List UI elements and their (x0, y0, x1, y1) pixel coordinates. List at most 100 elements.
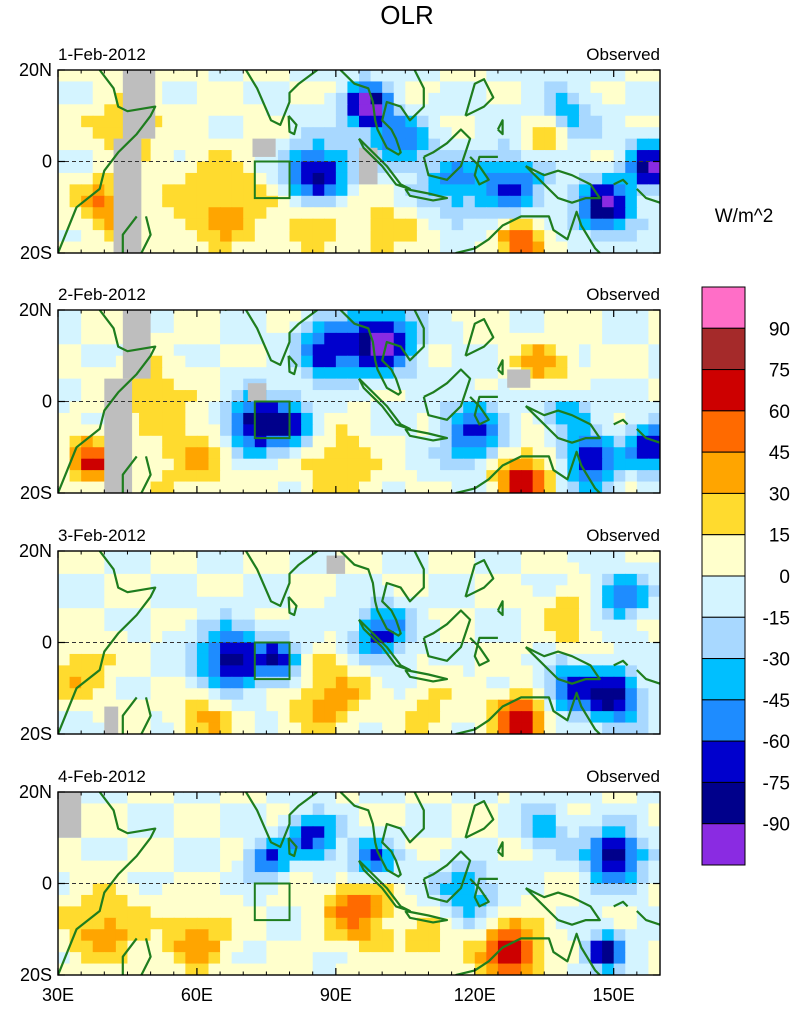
heatmap-cell (486, 585, 499, 598)
heatmap-cell (289, 184, 302, 197)
heatmap-cell (532, 722, 545, 734)
heatmap-cell (266, 562, 279, 575)
heatmap-cell (324, 378, 337, 391)
heatmap-cell (451, 551, 464, 564)
heatmap-cell (104, 367, 117, 380)
heatmap-cell (266, 412, 279, 425)
heatmap-cell (104, 665, 117, 678)
heatmap-cell (208, 92, 221, 105)
heatmap-cell (347, 70, 360, 83)
heatmap-cell (578, 837, 592, 850)
heatmap-cell (590, 378, 603, 391)
heatmap-cell (289, 390, 302, 403)
heatmap-cell (567, 424, 580, 437)
heatmap-cell (393, 699, 406, 712)
heatmap-cell (613, 883, 626, 896)
heatmap-cell (208, 699, 221, 712)
heatmap-cell (509, 310, 522, 323)
heatmap-cell (405, 929, 418, 942)
heatmap-cell (532, 562, 545, 575)
heatmap-cell (266, 332, 279, 345)
heatmap-cell (509, 826, 522, 839)
heatmap-cell (220, 653, 233, 666)
heatmap-cell (150, 195, 163, 208)
heatmap-cell (266, 849, 279, 862)
heatmap-cell (474, 608, 487, 621)
heatmap-cell (81, 940, 94, 953)
heatmap-cell (312, 792, 325, 805)
heatmap-cell (196, 92, 210, 105)
heatmap-cell (393, 344, 406, 357)
heatmap-cell (509, 412, 522, 425)
heatmap-cell (208, 929, 221, 942)
heatmap-cell (359, 653, 372, 666)
heatmap-cell (382, 412, 395, 425)
heatmap-cell (185, 458, 198, 471)
heatmap-cell (277, 241, 291, 253)
heatmap-cell (497, 963, 511, 975)
heatmap-cell (625, 917, 638, 930)
heatmap-cell (602, 573, 615, 586)
heatmap-cell (81, 218, 94, 231)
heatmap-cell (266, 585, 279, 598)
colorbar-level-label: -30 (763, 650, 790, 671)
heatmap-cell (578, 81, 592, 94)
heatmap-cell (81, 127, 94, 140)
panel-tag-label: Observed (586, 767, 660, 786)
heatmap-cell (266, 722, 279, 734)
heatmap-cell (312, 699, 325, 712)
heatmap-cell (636, 161, 650, 174)
heatmap-cell (127, 963, 140, 975)
heatmap-cell (648, 940, 660, 953)
heatmap-cell (393, 81, 406, 94)
heatmap-cell (590, 458, 603, 471)
heatmap-cell (58, 310, 71, 323)
heatmap-cell (150, 837, 163, 850)
heatmap-cell (451, 321, 464, 334)
region-box (253, 641, 291, 681)
heatmap-cell (185, 401, 198, 414)
heatmap-cell (625, 837, 638, 850)
heatmap-cell (416, 906, 430, 919)
heatmap-cell (254, 711, 267, 724)
heatmap-cell (173, 344, 186, 357)
heatmap-cell (208, 70, 221, 83)
x-tick-label: 120E (454, 985, 496, 1005)
heatmap-cell (127, 665, 140, 678)
heatmap-cell (220, 92, 233, 105)
heatmap-cell (602, 150, 615, 163)
heatmap-cell (312, 894, 325, 907)
heatmap-cell (162, 92, 175, 105)
heatmap-cell (625, 722, 638, 734)
heatmap-cell (497, 378, 511, 391)
heatmap-cell (602, 81, 615, 94)
heatmap-cell (196, 412, 210, 425)
heatmap-cell (208, 150, 221, 163)
heatmap-cell (567, 963, 580, 975)
heatmap-cell (58, 883, 71, 896)
heatmap-cell (428, 435, 441, 448)
heatmap-cell (231, 551, 244, 564)
heatmap-cell (254, 929, 267, 942)
heatmap-cell (370, 940, 383, 953)
heatmap-cell (602, 344, 615, 357)
heatmap-cell (486, 195, 499, 208)
heatmap-cell (231, 344, 244, 357)
heatmap-cell (544, 860, 557, 873)
heatmap-cell (451, 390, 464, 403)
heatmap-cell (521, 837, 534, 850)
heatmap-cell (521, 803, 534, 816)
heatmap-cell (509, 952, 522, 965)
heatmap-cell (463, 218, 476, 231)
heatmap-cell (69, 860, 82, 873)
heatmap-cell (648, 894, 660, 907)
heatmap-cell (532, 138, 545, 151)
heatmap-cell (266, 458, 279, 471)
heatmap-cell (231, 378, 244, 391)
heatmap-cell (625, 401, 638, 414)
heatmap-cell (347, 138, 360, 151)
heatmap-cell (555, 458, 568, 471)
heatmap-cell (243, 596, 256, 609)
heatmap-cell (289, 826, 302, 839)
heatmap-cell (324, 676, 337, 689)
